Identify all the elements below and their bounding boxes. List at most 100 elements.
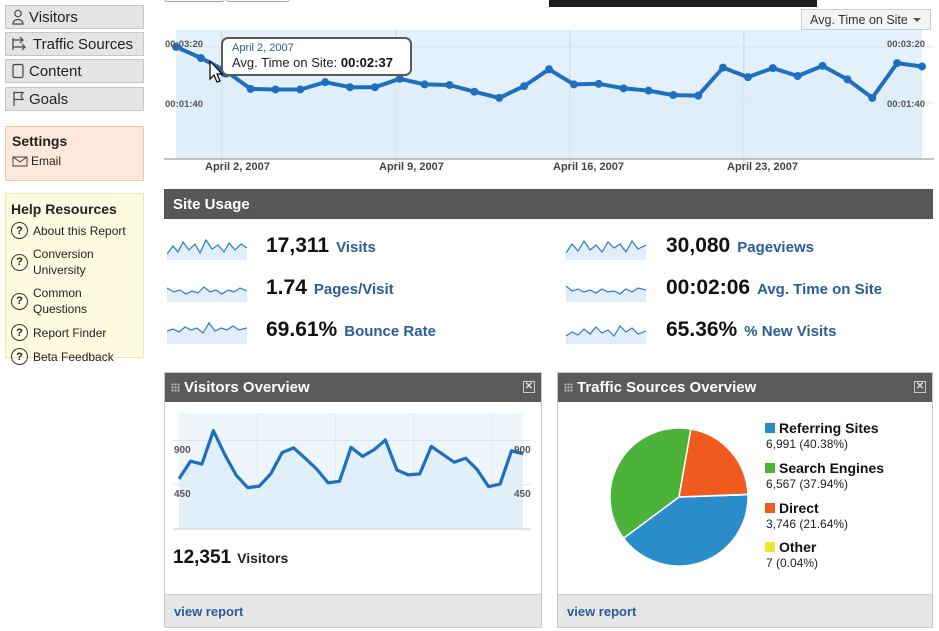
help-report-finder[interactable]: ? Report Finder (11, 324, 138, 341)
pie-slice-referring-sites[interactable] (622, 493, 749, 567)
visitors-chart[interactable] (173, 413, 531, 531)
help-about-report[interactable]: ? About this Report (11, 222, 138, 239)
data-point[interactable] (395, 74, 404, 83)
data-point[interactable] (719, 63, 728, 72)
stat-value: 1.74 (266, 276, 307, 299)
visitors-overview-header: Visitors Overview ✕ (165, 373, 541, 402)
stat-link[interactable]: Avg. Time on Site (757, 281, 883, 298)
stat-link[interactable]: Pageviews (737, 239, 814, 256)
data-point[interactable] (296, 85, 305, 94)
help-common-questions[interactable]: ? Common Questions (11, 285, 138, 317)
series-line (177, 429, 524, 490)
help-conversion-university[interactable]: ? Conversion University (11, 246, 138, 278)
traffic-sources-pie[interactable] (604, 422, 754, 572)
data-point[interactable] (346, 83, 355, 92)
data-point[interactable] (918, 62, 926, 71)
sparkline-visits[interactable] (167, 234, 247, 260)
legend-other: Other 7 (0.04%) (765, 539, 818, 570)
help-beta-feedback[interactable]: ? Beta Feedback (11, 348, 138, 365)
data-point[interactable] (818, 61, 827, 70)
help-icon: ? (11, 253, 28, 271)
data-point[interactable] (271, 85, 280, 94)
nav-label: Visitors (29, 8, 78, 26)
sparkline-avg-time[interactable] (566, 276, 646, 302)
data-point[interactable] (520, 82, 529, 91)
nav-goals[interactable]: Goals (5, 87, 144, 111)
metric-selector[interactable]: Avg. Time on Site (801, 9, 931, 30)
stat-visits: 17,311 Visits (266, 234, 376, 258)
help-item-label: About this Report (33, 223, 126, 238)
settings-box: Settings Email (5, 126, 144, 181)
stat-link[interactable]: Pages/Visit (313, 281, 394, 298)
legend-name: Search Engines (779, 460, 885, 476)
data-point[interactable] (470, 87, 479, 96)
top-button-right[interactable] (226, 0, 290, 2)
close-icon[interactable]: ✕ (523, 381, 535, 393)
nav-content[interactable]: Content (5, 59, 144, 83)
data-point[interactable] (843, 75, 852, 84)
x-label-apr23: April 23, 2007 (727, 161, 798, 173)
data-point[interactable] (743, 73, 752, 82)
pie-slice-search-engines[interactable] (609, 427, 692, 540)
sparkline-pageviews[interactable] (566, 234, 646, 260)
data-point[interactable] (545, 65, 553, 74)
y-top-left-label: 00:03:20 (165, 39, 204, 50)
stat-bounce-rate: 69.61% Bounce Rate (266, 318, 436, 342)
sparkline-bounce-rate[interactable] (167, 318, 247, 344)
stat-value: 00:02:06 (666, 276, 751, 299)
drag-handle-icon[interactable] (171, 383, 180, 392)
panel-footer: view report (558, 594, 932, 627)
legend-value: 7 (0.04%) (766, 556, 819, 570)
data-point[interactable] (793, 71, 802, 80)
x-label-apr16: April 16, 2007 (553, 161, 624, 173)
data-point[interactable] (768, 64, 777, 73)
data-point[interactable] (569, 80, 578, 89)
stat-avg-time: 00:02:06 Avg. Time on Site (666, 276, 882, 300)
close-icon[interactable]: ✕ (914, 381, 926, 393)
data-point[interactable] (445, 80, 454, 89)
pie-slice-other[interactable] (678, 493, 749, 498)
data-point[interactable] (669, 91, 678, 100)
stat-value: 69.61% (266, 318, 338, 341)
help-item-label: Beta Feedback (33, 349, 114, 364)
data-point[interactable] (321, 78, 330, 87)
data-point[interactable] (694, 91, 703, 100)
stat-link[interactable]: Bounce Rate (344, 323, 436, 340)
legend-referring-sites: Referring Sites 6,991 (40.38%) (765, 420, 879, 451)
email-link[interactable]: Email (12, 154, 137, 168)
legend-swatch (765, 423, 775, 433)
data-point[interactable] (893, 59, 902, 68)
sparkline-pages-visit[interactable] (167, 276, 247, 302)
site-usage-title: Site Usage (173, 195, 250, 213)
stat-link[interactable]: % New Visits (744, 323, 837, 340)
sparkline-new-visits[interactable] (566, 318, 646, 344)
view-report-link[interactable]: view report (567, 603, 637, 619)
pie-slice-direct[interactable] (678, 428, 749, 498)
panel-footer: view report (165, 594, 541, 627)
data-point[interactable] (246, 84, 255, 93)
tooltip-date: April 2, 2007 (232, 42, 294, 54)
data-point[interactable] (619, 84, 628, 93)
data-point[interactable] (868, 93, 877, 102)
visitors-total: 12,351 Visitors (173, 547, 288, 569)
data-point[interactable] (495, 93, 504, 102)
top-button-left[interactable] (164, 0, 225, 2)
data-point[interactable] (196, 54, 205, 63)
legend-swatch (765, 503, 775, 513)
y-top-right-label: 00:03:20 (887, 39, 926, 50)
y-left-top-label: 900 (174, 445, 191, 456)
data-point[interactable] (172, 42, 180, 51)
legend-search-engines: Search Engines 6,567 (37.94%) (765, 460, 884, 491)
nav-visitors[interactable]: Visitors (5, 5, 144, 29)
stat-link[interactable]: Visits (336, 239, 376, 256)
avg-time-chart[interactable] (164, 30, 934, 178)
data-point[interactable] (644, 86, 653, 95)
drag-handle-icon[interactable] (564, 383, 573, 392)
nav-traffic-sources[interactable]: Traffic Sources (5, 32, 144, 56)
data-point[interactable] (594, 79, 603, 88)
data-point[interactable] (420, 80, 429, 89)
legend-value: 3,746 (21.64%) (766, 517, 849, 531)
view-report-link[interactable]: view report (174, 603, 244, 619)
data-point[interactable] (370, 83, 379, 92)
help-title: Help Resources (11, 201, 117, 217)
